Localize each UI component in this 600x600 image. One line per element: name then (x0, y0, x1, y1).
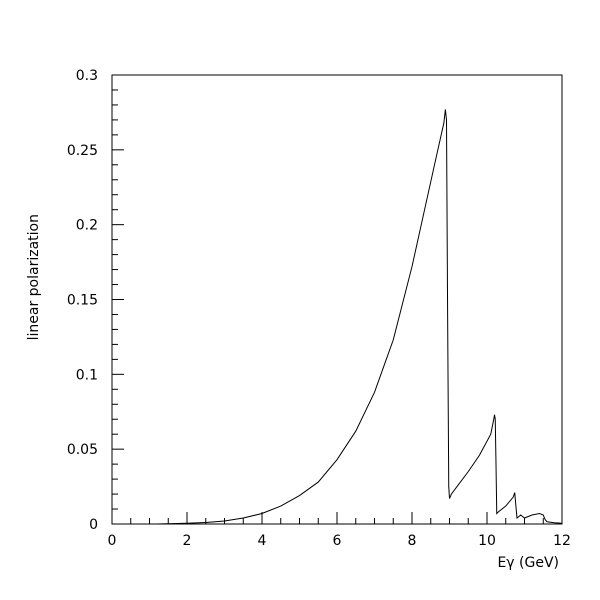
y-tick-label: 0.15 (67, 293, 98, 309)
x-axis-title: Eγ (GeV) (497, 555, 559, 571)
x-tick-label: 2 (183, 533, 192, 549)
x-tick-labels: 0 2 4 6 8 10 12 (108, 533, 571, 549)
x-tick-label: 0 (108, 533, 117, 549)
y-tick-label: 0 (89, 517, 98, 533)
x-tick-label: 4 (258, 533, 267, 549)
plot-frame (111, 74, 563, 525)
axis-ticks (111, 74, 563, 525)
y-tick-label: 0.3 (76, 68, 98, 84)
x-tick-label: 8 (408, 533, 417, 549)
y-tick-label: 0.2 (76, 218, 98, 234)
y-axis-title: linear polarization (26, 214, 42, 340)
x-tick-label: 6 (333, 533, 342, 549)
x-tick-label: 10 (478, 533, 496, 549)
x-tick-label: 12 (553, 533, 571, 549)
y-tick-label: 0.05 (67, 442, 98, 458)
y-tick-label: 0.25 (67, 143, 98, 159)
y-tick-label: 0.1 (76, 367, 98, 383)
series-line (156, 109, 563, 525)
y-tick-labels: 0 0.05 0.1 0.15 0.2 0.25 0.3 (67, 68, 98, 533)
